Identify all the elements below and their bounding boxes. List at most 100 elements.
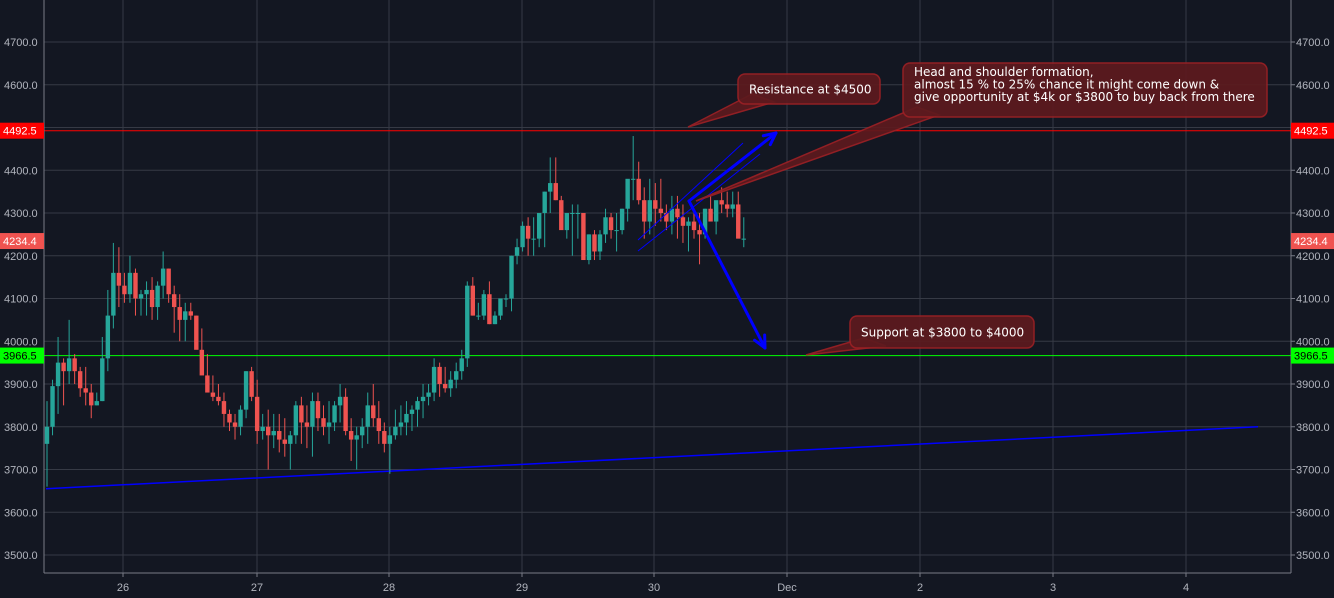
callout-annotation[interactable]: Head and shoulder formation,almost 15 % … bbox=[695, 62, 1268, 202]
candle-body bbox=[271, 431, 276, 436]
candles bbox=[44, 136, 746, 487]
candle-body bbox=[199, 349, 205, 376]
candle-body bbox=[72, 358, 77, 372]
ascending-trend-line[interactable] bbox=[45, 426, 1259, 490]
candle-body bbox=[603, 217, 608, 235]
candle-body bbox=[155, 285, 160, 308]
candle-body bbox=[708, 208, 713, 222]
price-label-text: 4492.5 bbox=[3, 126, 37, 138]
callout-text: Support at $3800 to $4000 bbox=[861, 326, 1024, 340]
channel-line[interactable] bbox=[637, 153, 761, 252]
candle-body bbox=[498, 298, 503, 316]
candle-body bbox=[713, 200, 719, 222]
time-tick-label: 4 bbox=[1183, 582, 1189, 594]
candle-body bbox=[365, 405, 370, 427]
candle-body bbox=[680, 217, 686, 226]
callout-annotation[interactable]: Support at $3800 to $4000 bbox=[805, 315, 1035, 356]
time-tick-label: 2 bbox=[917, 582, 923, 594]
time-tick-label: 3 bbox=[1050, 582, 1056, 594]
price-tick-label: 3800.0 bbox=[1296, 422, 1330, 434]
candle-body bbox=[266, 426, 271, 436]
candle-body bbox=[647, 200, 652, 222]
candle-body bbox=[277, 431, 282, 440]
price-tick-label: 4000.0 bbox=[1296, 336, 1330, 348]
candle-body bbox=[83, 388, 88, 393]
price-tick-label: 4700.0 bbox=[1296, 37, 1330, 49]
channel-line[interactable] bbox=[637, 142, 744, 241]
price-tick-label: 3500.0 bbox=[4, 550, 38, 562]
callout-text: Resistance at $4500 bbox=[749, 83, 872, 97]
candle-body bbox=[675, 208, 680, 218]
price-tick-label: 4000.0 bbox=[4, 336, 38, 348]
up-arrow[interactable] bbox=[687, 131, 778, 203]
candle-body bbox=[592, 234, 597, 252]
arrowhead-icon bbox=[761, 131, 778, 147]
price-tick-label: 4400.0 bbox=[1296, 165, 1330, 177]
candle-body bbox=[304, 422, 310, 427]
candle-body bbox=[636, 178, 641, 201]
price-labels: 4492.5 4492.5 4234.4 4234.4 3966.5 3966.5 bbox=[0, 122, 1334, 364]
candle-body bbox=[77, 371, 83, 389]
candle-body bbox=[343, 396, 348, 432]
candle-body bbox=[448, 379, 453, 389]
candle-body bbox=[360, 426, 365, 436]
time-tick-label: 27 bbox=[251, 582, 263, 594]
candle-body bbox=[122, 285, 127, 295]
candle-body bbox=[216, 396, 221, 402]
candle-body bbox=[553, 183, 558, 201]
candle-body bbox=[61, 362, 66, 372]
callout-annotation[interactable]: Resistance at $4500 bbox=[687, 73, 881, 128]
candle-body bbox=[741, 238, 746, 240]
candle-body bbox=[382, 431, 387, 444]
time-tick-label: 26 bbox=[117, 582, 129, 594]
trend-line[interactable] bbox=[45, 426, 1259, 490]
candle-body bbox=[354, 435, 359, 440]
candle-body bbox=[371, 405, 376, 419]
arrowhead-icon bbox=[753, 333, 767, 350]
candle-body bbox=[393, 426, 398, 436]
price-tick-label: 4700.0 bbox=[4, 37, 38, 49]
candle-body bbox=[55, 362, 61, 387]
candle-body bbox=[431, 366, 437, 393]
candle-body bbox=[398, 422, 404, 427]
price-tick-label: 4300.0 bbox=[4, 208, 38, 220]
candle-body bbox=[315, 401, 321, 419]
candle-body bbox=[133, 272, 138, 299]
price-tick-label: 3500.0 bbox=[1296, 550, 1330, 562]
candle-body bbox=[625, 178, 630, 209]
candle-body bbox=[586, 234, 592, 261]
price-tick-label: 4100.0 bbox=[4, 294, 38, 306]
price-tick-label: 3700.0 bbox=[4, 465, 38, 477]
candle-body bbox=[183, 311, 188, 320]
candle-body bbox=[210, 392, 216, 397]
candle-body bbox=[89, 392, 94, 406]
candle-body bbox=[702, 208, 708, 235]
candle-body bbox=[619, 208, 625, 231]
price-tick-label: 4200.0 bbox=[1296, 251, 1330, 263]
candle-body bbox=[597, 234, 603, 252]
candle-body bbox=[686, 221, 691, 226]
candle-body bbox=[564, 213, 570, 231]
price-label-badge bbox=[1291, 347, 1334, 364]
price-tick-label: 3600.0 bbox=[4, 507, 38, 519]
candle-body bbox=[321, 418, 326, 427]
axes: 3500.0 3500.0 3600.0 3600.0 3700.0 3700.0 3800… bbox=[4, 0, 1330, 594]
candle-body bbox=[503, 298, 509, 300]
candle-body bbox=[531, 238, 536, 240]
candle-body bbox=[536, 213, 542, 239]
down-arrow[interactable] bbox=[687, 199, 767, 350]
price-label-badge bbox=[1291, 233, 1334, 250]
candle-body bbox=[260, 426, 265, 432]
horizontal-lines[interactable] bbox=[44, 130, 1291, 357]
price-label-text: 4234.4 bbox=[1294, 236, 1328, 248]
callout-text: give opportunity at $4k or $3800 to buy … bbox=[914, 90, 1255, 104]
drawings[interactable] bbox=[637, 131, 778, 350]
candle-body bbox=[614, 230, 619, 232]
candle-body bbox=[326, 422, 332, 427]
callout-text: almost 15 % to 25% chance it might come … bbox=[914, 78, 1219, 92]
candle-body bbox=[194, 315, 199, 350]
callout-box bbox=[849, 315, 1035, 349]
price-tick-label: 4600.0 bbox=[4, 80, 38, 92]
